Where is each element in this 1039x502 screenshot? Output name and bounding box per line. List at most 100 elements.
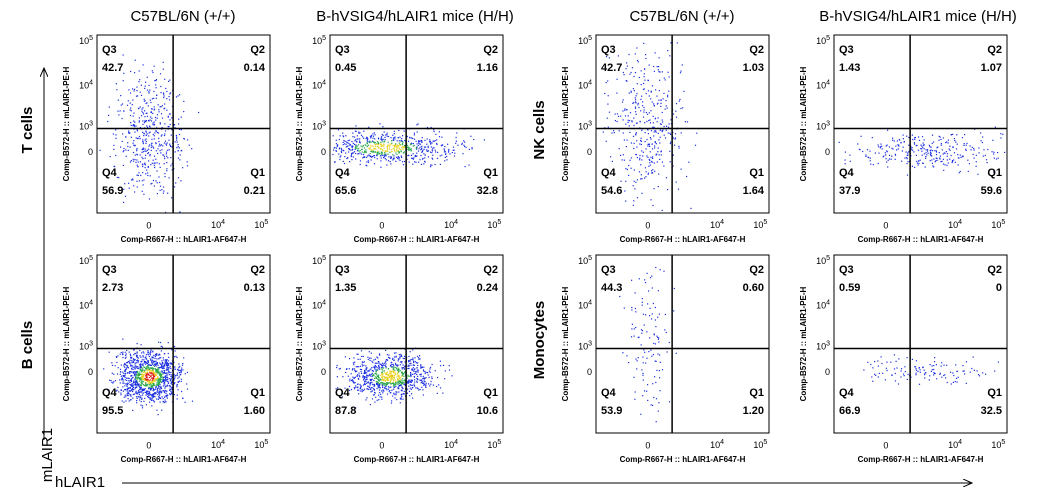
row-label: Monocytes: [531, 301, 548, 379]
tick-label: 103: [816, 120, 830, 132]
event-dot: [424, 161, 426, 163]
x-axis-label: Comp-R667-H :: hLAIR1-AF647-H: [620, 455, 746, 464]
x-axis-label: Comp-R667-H :: hLAIR1-AF647-H: [620, 235, 746, 244]
event-dot: [158, 372, 160, 374]
event-dot: [138, 117, 140, 119]
event-dot: [404, 379, 406, 381]
event-dot: [363, 156, 365, 158]
event-dot: [440, 145, 442, 147]
event-dot: [118, 114, 120, 116]
event-dot: [136, 379, 138, 381]
event-dot: [658, 154, 660, 156]
event-dot: [363, 377, 366, 379]
event-dot: [632, 185, 634, 187]
event-dot: [122, 378, 124, 380]
event-dot: [413, 360, 415, 362]
event-dot: [126, 393, 128, 395]
event-dot: [145, 138, 147, 140]
event-dot: [392, 370, 395, 372]
event-dot: [138, 383, 140, 385]
event-dot: [891, 155, 893, 157]
event-dot: [351, 141, 353, 143]
event-dot: [401, 138, 403, 140]
event-dot: [137, 108, 140, 110]
event-dot: [377, 144, 379, 146]
event-dot: [408, 140, 410, 142]
event-dot: [384, 365, 387, 367]
tick-exp: 5: [588, 255, 592, 262]
event-dot: [365, 151, 367, 154]
event-dot: [143, 362, 145, 364]
quadrant-name: Q3: [839, 264, 854, 276]
event-dot: [443, 148, 445, 150]
event-dot: [144, 120, 146, 122]
event-dot: [348, 148, 350, 150]
event-dot: [167, 352, 169, 355]
event-dot: [686, 121, 689, 123]
event-dot: [150, 386, 152, 388]
event-dot: [399, 378, 401, 380]
event-dot: [180, 129, 182, 131]
event-dot: [401, 374, 403, 376]
event-dot: [966, 142, 968, 144]
event-dot: [377, 361, 379, 363]
tick-base: 10: [211, 440, 221, 450]
event-dot: [163, 396, 166, 398]
event-dot: [401, 147, 403, 149]
event-dot: [166, 378, 169, 381]
event-dot: [658, 57, 660, 59]
event-dot: [125, 400, 127, 402]
event-dot: [157, 152, 159, 155]
event-dot: [132, 124, 134, 126]
event-dot: [141, 397, 143, 399]
event-dot: [383, 156, 386, 158]
event-dot: [965, 149, 967, 151]
event-dot: [130, 395, 132, 397]
event-dot: [404, 147, 406, 149]
event-dot: [935, 151, 938, 153]
event-dot: [159, 374, 161, 376]
event-dot: [894, 380, 897, 382]
tick-exp: 4: [454, 439, 458, 446]
event-dot: [398, 376, 400, 378]
event-dot: [371, 378, 373, 380]
tick-base: 10: [578, 81, 588, 91]
event-dot: [367, 155, 369, 157]
event-dot: [392, 382, 394, 384]
event-dot: [125, 396, 127, 398]
event-dot: [859, 149, 861, 151]
event-dot: [390, 383, 392, 385]
event-dot: [157, 369, 159, 371]
event-dot: [369, 382, 371, 384]
event-dot: [647, 172, 650, 174]
event-dot: [160, 374, 162, 376]
event-dot: [885, 145, 887, 147]
event-dot: [171, 129, 173, 131]
event-dot: [153, 121, 155, 123]
event-dot: [156, 363, 158, 365]
event-dot: [158, 370, 160, 372]
event-dot: [417, 144, 419, 146]
event-dot: [375, 365, 377, 368]
event-dot: [371, 367, 373, 369]
event-dot: [413, 370, 415, 372]
event-dot: [397, 137, 399, 139]
event-dot: [388, 148, 390, 150]
event-dot: [934, 357, 936, 359]
event-dot: [628, 125, 630, 127]
event-dot: [902, 138, 904, 140]
tick-label: 104: [211, 219, 225, 231]
event-dot: [390, 386, 392, 388]
event-dot: [143, 373, 145, 375]
event-dot: [170, 390, 172, 392]
event-dot: [145, 368, 147, 370]
event-dot: [398, 378, 400, 380]
event-dot: [383, 370, 385, 372]
event-dot: [356, 383, 359, 385]
event-dot: [158, 137, 160, 139]
event-dot: [641, 332, 643, 334]
event-dot: [655, 154, 657, 156]
event-dot: [142, 376, 144, 378]
event-dot: [142, 351, 144, 353]
